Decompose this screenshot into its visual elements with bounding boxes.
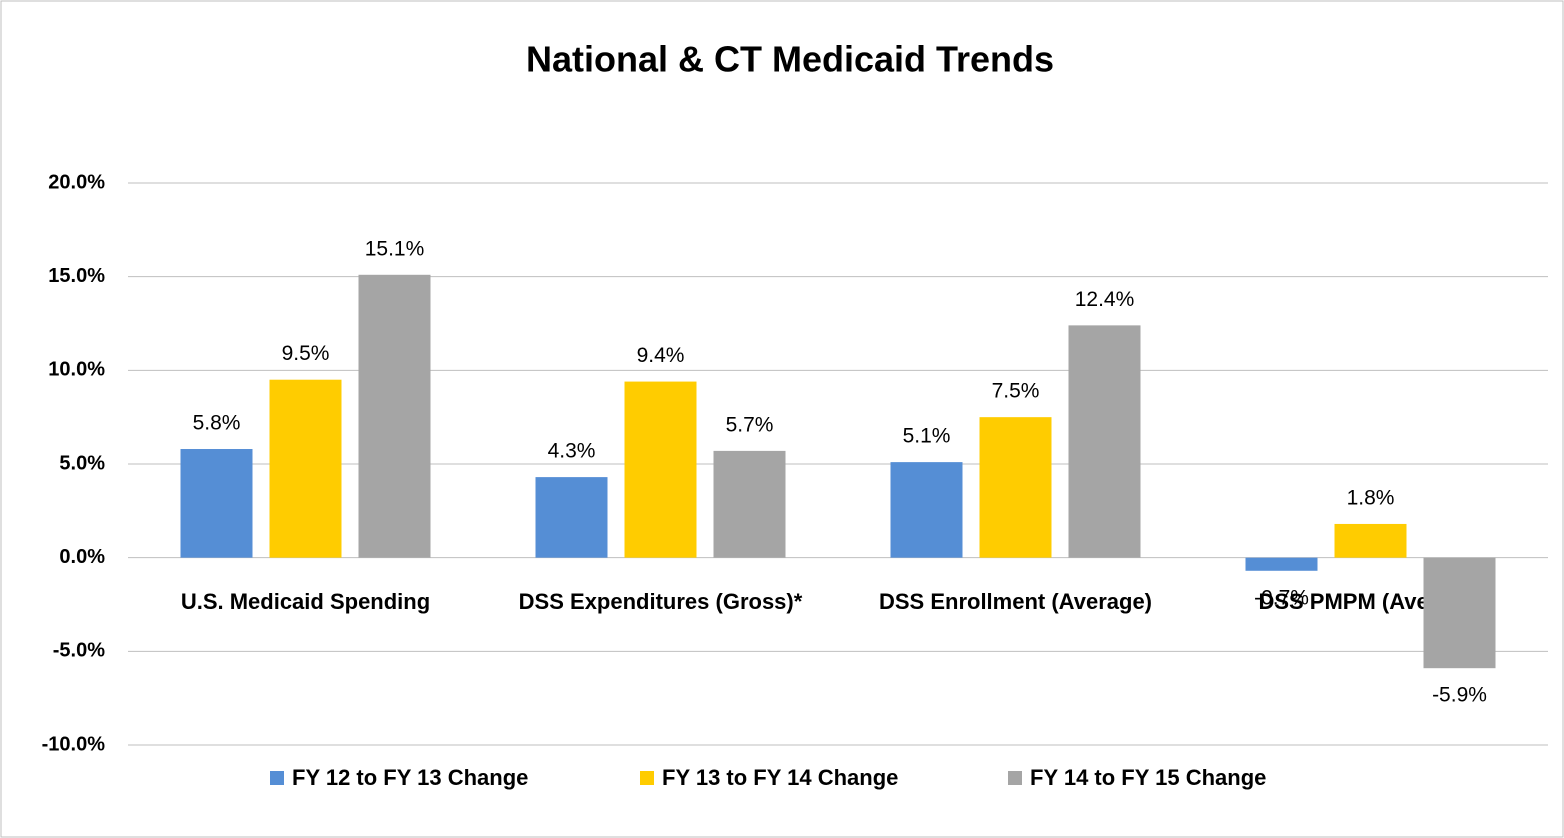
bar: [1334, 523, 1407, 558]
x-tick-label: DSS Enrollment (Average): [879, 589, 1152, 614]
bar: [535, 477, 608, 558]
legend-swatch: [1008, 771, 1022, 785]
legend-label: FY 12 to FY 13 Change: [292, 765, 528, 790]
legend-label: FY 13 to FY 14 Change: [662, 765, 898, 790]
data-label: 4.3%: [548, 440, 596, 463]
chart-title: National & CT Medicaid Trends: [526, 39, 1054, 80]
bar: [1423, 557, 1496, 669]
bar: [713, 450, 786, 558]
legend-swatch: [270, 771, 284, 785]
bar: [1245, 557, 1318, 571]
bar: [624, 381, 697, 558]
legend-label: FY 14 to FY 15 Change: [1030, 765, 1266, 790]
y-tick-label: 10.0%: [48, 359, 105, 381]
y-tick-label: 20.0%: [48, 171, 105, 193]
bar: [979, 417, 1052, 558]
x-tick-label: DSS Expenditures (Gross)*: [519, 589, 803, 614]
bar: [358, 274, 431, 558]
data-label: 12.4%: [1075, 288, 1135, 311]
y-tick-label: 5.0%: [59, 452, 105, 474]
data-label: -5.9%: [1432, 684, 1487, 707]
data-label: -0.7%: [1254, 586, 1309, 609]
data-label: 9.5%: [282, 342, 330, 365]
data-label: 5.8%: [193, 412, 241, 435]
bar: [180, 449, 253, 558]
y-tick-label: 15.0%: [48, 265, 105, 287]
data-label: 5.7%: [726, 413, 774, 436]
data-label: 7.5%: [992, 380, 1040, 403]
data-label: 5.1%: [903, 425, 951, 448]
y-tick-label: 0.0%: [59, 546, 105, 568]
bar: [890, 462, 963, 558]
legend-swatch: [640, 771, 654, 785]
y-tick-label: -10.0%: [42, 733, 106, 755]
data-label: 15.1%: [365, 237, 425, 260]
x-tick-label: U.S. Medicaid Spending: [181, 589, 430, 614]
data-label: 9.4%: [637, 344, 685, 367]
bar: [269, 379, 342, 558]
bar: [1068, 325, 1141, 558]
y-tick-label: -5.0%: [53, 640, 105, 662]
data-label: 1.8%: [1347, 486, 1395, 509]
